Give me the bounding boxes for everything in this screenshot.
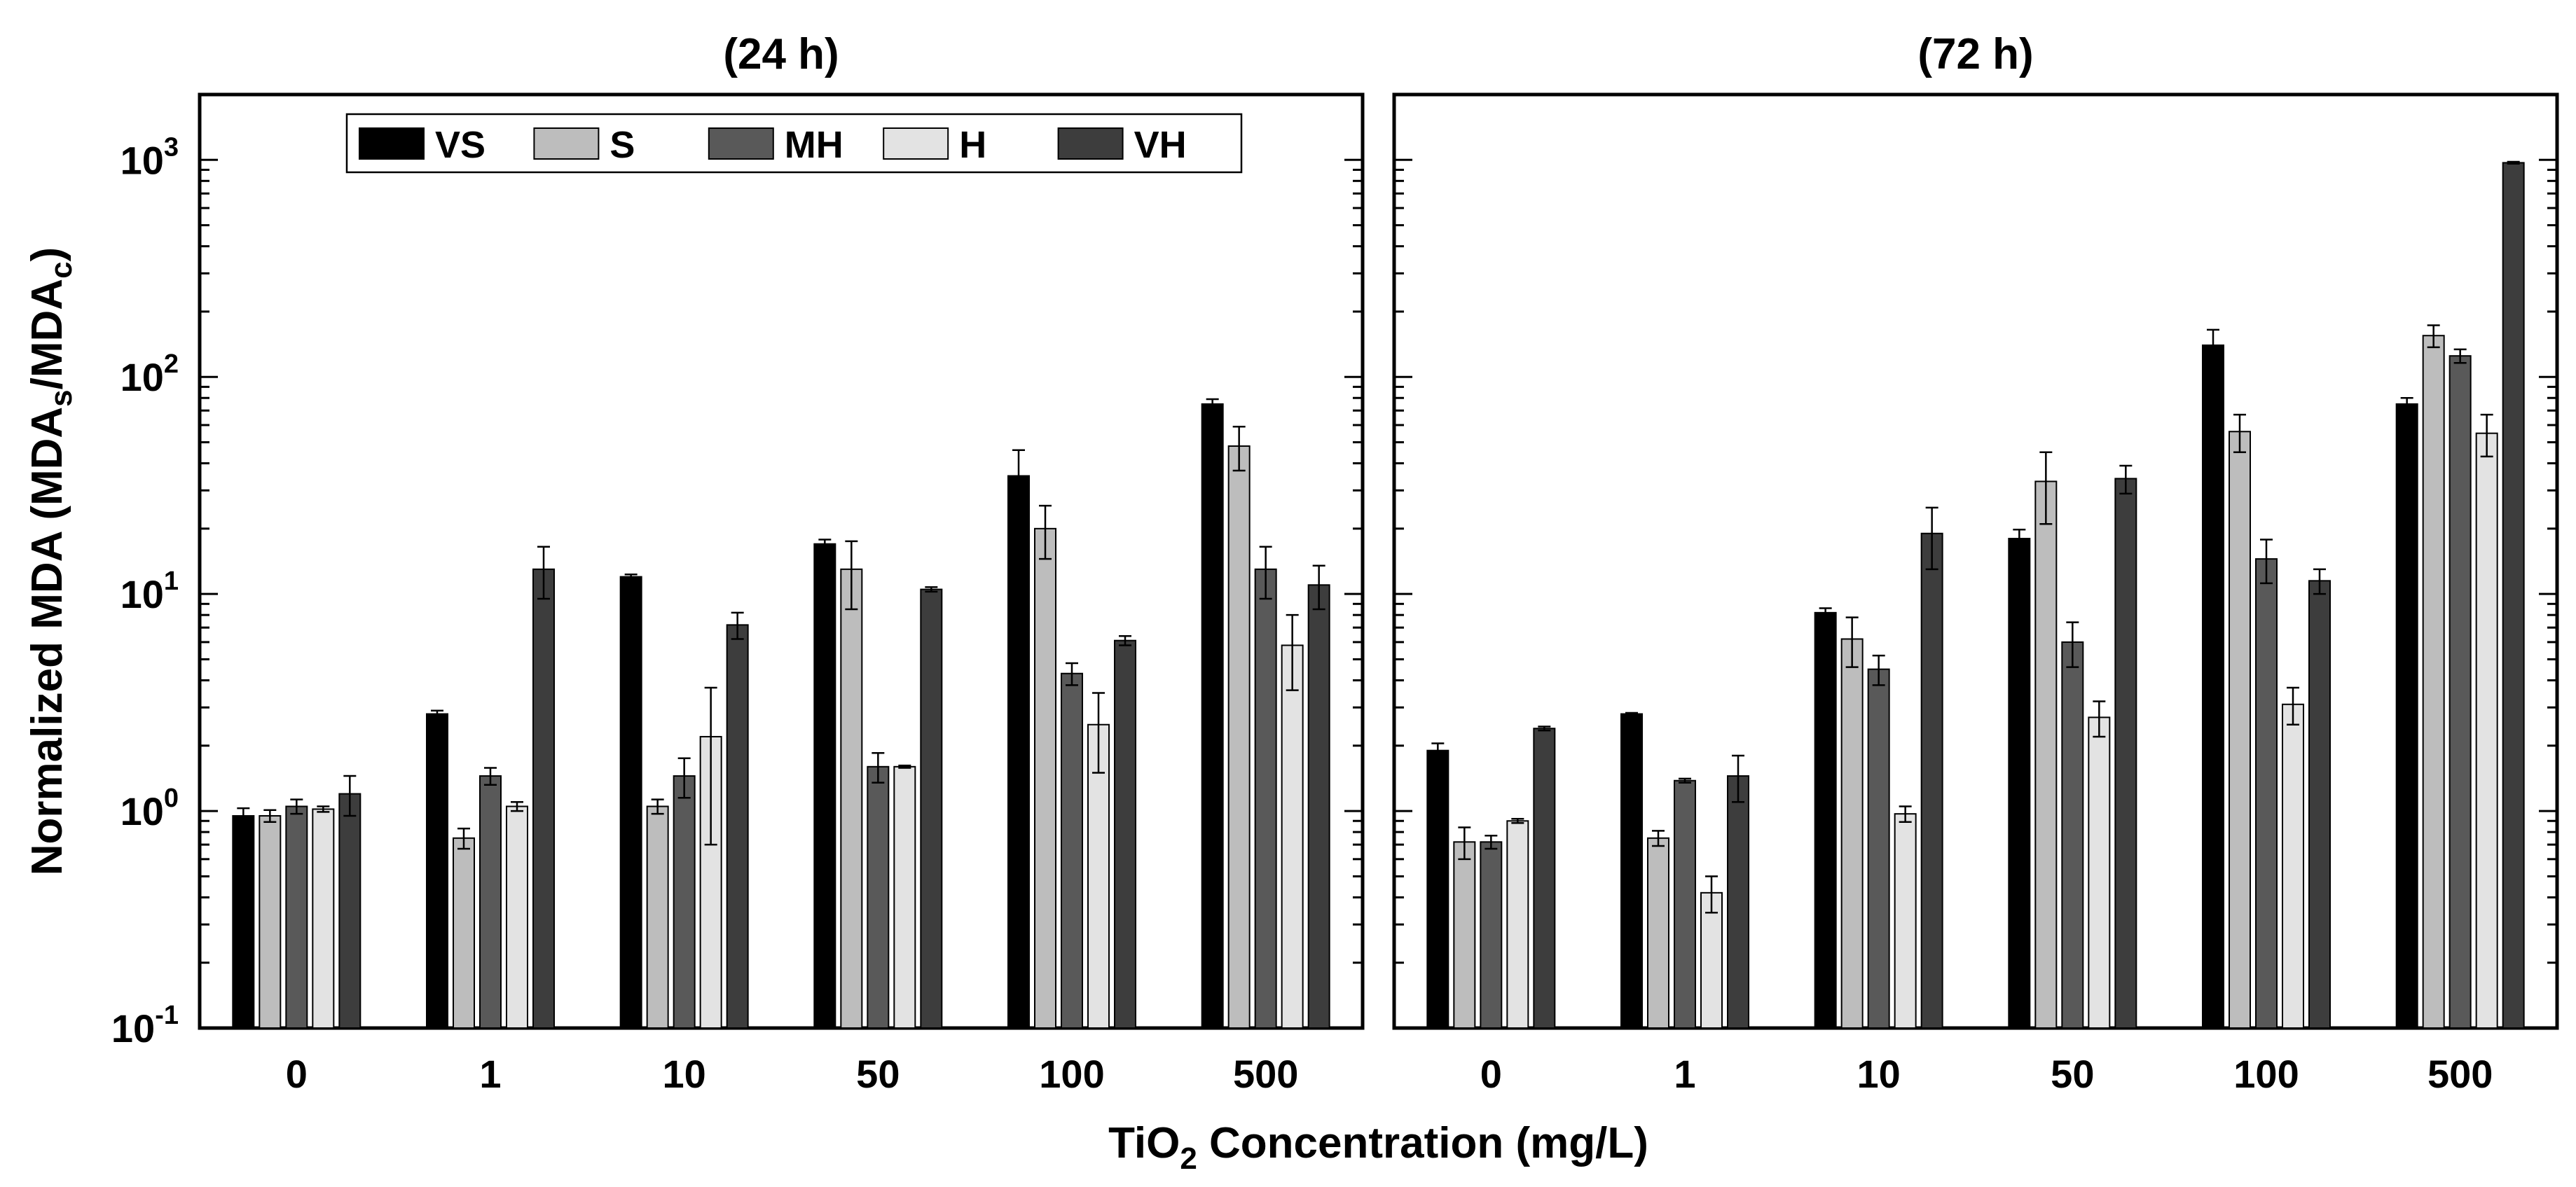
bar-mh-50: [867, 765, 890, 1029]
y-tick-label: 100: [120, 784, 179, 833]
bar-vs-0: [1426, 749, 1449, 1029]
bar-mh-0: [285, 805, 308, 1029]
bar-mh-100: [1061, 672, 1083, 1029]
panel-title: (72 h): [1917, 30, 2033, 78]
bar-vh-500: [2502, 162, 2525, 1029]
y-tick-label: 102: [120, 349, 179, 399]
legend-label-s: S: [609, 124, 635, 166]
x-tick-label: 10: [1857, 1052, 1901, 1096]
bar-h-50: [2088, 716, 2111, 1029]
x-tick-label: 100: [1039, 1052, 1104, 1096]
legend-label-vh: VH: [1134, 124, 1187, 166]
panel-1: (24 h) 10-1 100 101 102 103 0 1 10 50 100 500: [111, 30, 1365, 1096]
x-tick-label: 50: [2051, 1052, 2094, 1096]
legend-swatch-mh: [708, 127, 774, 160]
bar-s-0: [1453, 841, 1476, 1029]
bar-vh-1: [1727, 775, 1749, 1029]
bar-vh-100: [2308, 580, 2331, 1029]
bar-h-0: [1506, 820, 1529, 1029]
bar-mh-10: [673, 775, 696, 1029]
plot-frame: [198, 92, 1365, 1030]
bar-h-50: [893, 765, 916, 1029]
x-tick-label: 50: [856, 1052, 900, 1096]
bar-vh-10: [1920, 532, 1943, 1029]
bar-mh-1: [1674, 779, 1696, 1029]
x-tick-label: 0: [1480, 1052, 1502, 1096]
x-tick-label: 1: [1674, 1052, 1695, 1096]
bar-mh-1: [479, 775, 502, 1029]
bar-s-50: [840, 568, 863, 1029]
bar-vh-100: [1114, 639, 1136, 1029]
bar-vs-1: [426, 713, 448, 1029]
bar-s-0: [259, 814, 282, 1029]
bar-s-500: [1227, 445, 1251, 1029]
bar-s-10: [1840, 638, 1864, 1029]
bar-vs-50: [2008, 538, 2031, 1029]
bar-s-100: [1034, 527, 1056, 1029]
bar-vh-1: [532, 568, 555, 1029]
bar-h-1: [506, 805, 528, 1029]
legend-swatch-s: [533, 127, 600, 160]
bar-vs-500: [2395, 403, 2418, 1029]
y-tick-label: 10-1: [111, 1001, 179, 1050]
legend-label-vs: VS: [435, 124, 485, 166]
bar-s-1: [1647, 837, 1669, 1029]
y-axis-label: Normalized MDA (MDAs/MDAc): [23, 247, 78, 875]
bar-mh-100: [2255, 558, 2278, 1029]
bar-mh-500: [1254, 568, 1277, 1029]
bar-s-100: [2229, 431, 2251, 1029]
legend-swatch-vs: [359, 127, 425, 160]
bar-mh-50: [2061, 641, 2084, 1029]
bar-h-500: [1281, 644, 1304, 1029]
bar-mh-10: [1867, 668, 1890, 1029]
panel-2: (72 h) 0 1 10 50 100 500: [1392, 30, 2559, 1096]
legend-label-mh: MH: [785, 124, 843, 166]
bar-h-10: [1894, 813, 1917, 1029]
bar-vh-50: [920, 588, 943, 1029]
bar-vh-10: [726, 624, 749, 1029]
bar-h-0: [312, 808, 335, 1029]
legend-swatch-vh: [1057, 127, 1124, 160]
bar-h-1: [1700, 891, 1723, 1029]
bar-s-50: [2034, 480, 2058, 1029]
x-tick-label: 1: [479, 1052, 501, 1096]
bar-s-500: [2422, 335, 2445, 1029]
bar-vh-0: [338, 793, 361, 1029]
bar-vs-10: [619, 576, 642, 1029]
bar-vs-0: [232, 814, 255, 1029]
bar-vs-100: [1007, 475, 1030, 1029]
bar-vs-100: [2202, 344, 2224, 1029]
panel-title: (24 h): [723, 30, 839, 78]
bar-s-1: [453, 837, 475, 1029]
bar-s-10: [646, 805, 669, 1029]
x-axis-label: TiO2 Concentration (mg/L): [1108, 1119, 1648, 1176]
bar-vh-0: [1533, 728, 1556, 1029]
bar-vs-1: [1620, 713, 1643, 1029]
plot-frame: [1392, 92, 2559, 1030]
legend: VS S MH H VH: [345, 113, 1243, 174]
bar-mh-0: [1480, 841, 1503, 1029]
bar-vh-500: [1307, 584, 1330, 1029]
bar-mh-500: [2448, 355, 2472, 1029]
x-tick-label: 10: [663, 1052, 706, 1096]
legend-label-h: H: [959, 124, 986, 166]
bar-vs-500: [1201, 403, 1224, 1029]
x-tick-label: 0: [286, 1052, 308, 1096]
legend-swatch-h: [883, 127, 949, 160]
bar-h-500: [2475, 432, 2498, 1029]
x-tick-label: 100: [2233, 1052, 2299, 1096]
y-tick-label: 103: [120, 132, 179, 182]
bar-h-100: [2282, 703, 2304, 1029]
bar-vs-50: [813, 543, 836, 1029]
x-tick-label: 500: [2427, 1052, 2493, 1096]
x-tick-label: 500: [1233, 1052, 1298, 1096]
bar-vh-50: [2114, 478, 2137, 1029]
y-tick-label: 101: [120, 567, 179, 616]
bar-vs-10: [1814, 611, 1837, 1029]
